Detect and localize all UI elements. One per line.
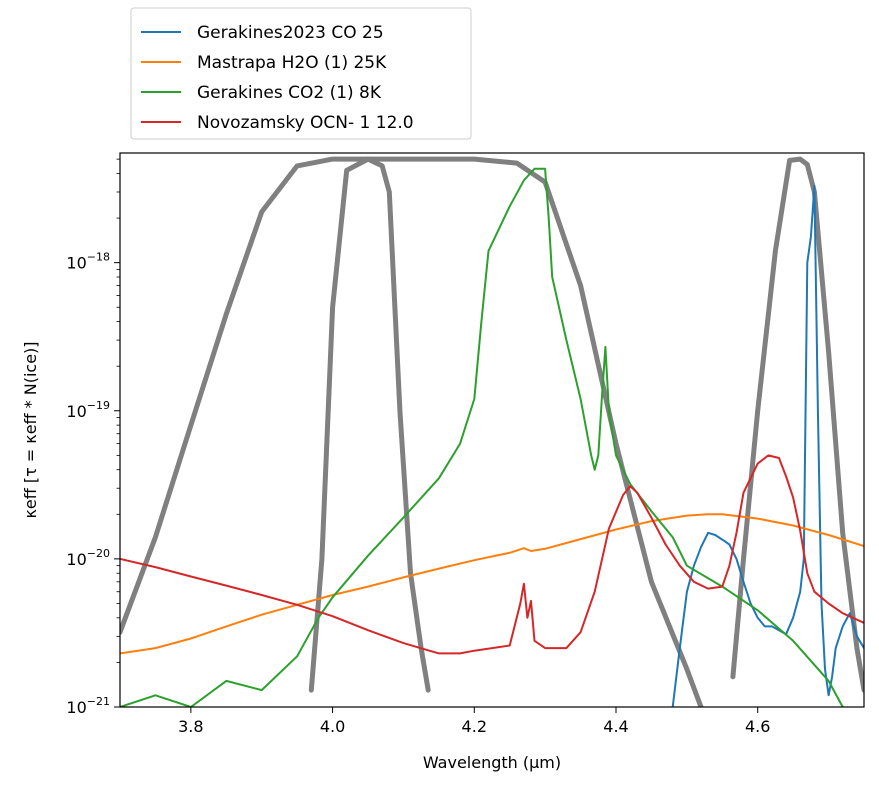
- y-tick-label: 10−21: [66, 695, 110, 717]
- x-tick-label: 4.4: [603, 717, 628, 736]
- filter-curve: [120, 156, 704, 707]
- y-tick-label: 10−18: [66, 251, 110, 273]
- legend: Gerakines2023 CO 25 Mastrapa H2O (1) 25K G…: [130, 7, 472, 140]
- legend-frame: [130, 7, 472, 140]
- plot-traces: [120, 156, 864, 707]
- y-tick-label: 10−19: [66, 399, 110, 421]
- y-tick-label: 10−20: [66, 547, 110, 569]
- y-axis-label: κeff [τ = κeff * N(ice)]: [21, 341, 40, 518]
- filter-curve: [308, 156, 431, 693]
- y-axis-ticks: 10−21 10−20 10−19 10−18: [66, 158, 120, 717]
- x-axis-label: Wavelength (μm): [423, 753, 561, 772]
- x-tick-label: 3.8: [178, 717, 203, 736]
- x-axis-ticks: 3.8 4.0 4.2 4.4 4.6: [178, 707, 770, 736]
- legend-label: Gerakines CO2 (1) 8K: [197, 83, 382, 103]
- x-tick-label: 4.0: [320, 717, 345, 736]
- series-line: [120, 513, 864, 655]
- series-line: [120, 454, 864, 655]
- x-tick-label: 4.2: [462, 717, 487, 736]
- legend-label: Mastrapa H2O (1) 25K: [197, 53, 387, 73]
- series-line: [120, 167, 844, 707]
- legend-label: Gerakines2023 CO 25: [197, 23, 384, 43]
- x-tick-label: 4.6: [745, 717, 770, 736]
- plot-frame: [119, 152, 865, 708]
- legend-label: Novozamsky OCN- 1 12.0: [197, 113, 414, 133]
- filter-curve: [730, 156, 864, 693]
